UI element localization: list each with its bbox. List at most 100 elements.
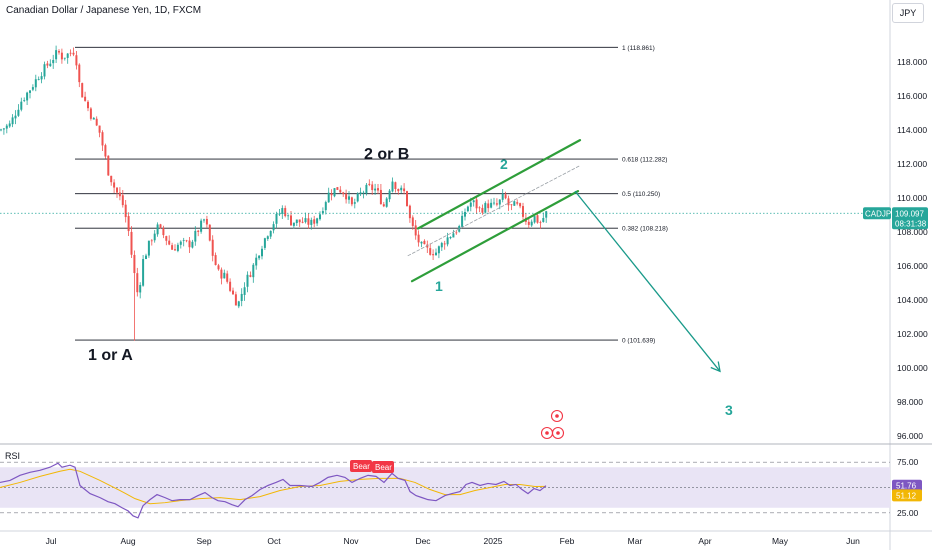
candle-body — [229, 281, 232, 291]
candle-body — [495, 203, 498, 205]
price-tick-label: 98.000 — [897, 397, 923, 407]
candle-body — [269, 230, 272, 237]
candle-body — [542, 217, 545, 222]
price-tick-label: 110.000 — [897, 193, 927, 203]
candle-body — [197, 230, 200, 232]
candle-body — [316, 218, 319, 224]
candle-body — [284, 208, 287, 217]
candle-body — [391, 181, 394, 192]
candle-body — [403, 188, 406, 192]
projection-arrow-head — [710, 361, 721, 373]
candle-body — [60, 52, 63, 60]
candle-body — [133, 254, 136, 274]
candle-body — [240, 293, 243, 302]
fibonacci-levels: 1 (118.861) 0.618 (112.282) 0.5 (110.250) 0… — [75, 45, 668, 345]
candle-body — [261, 248, 263, 257]
candle-body — [356, 193, 359, 202]
candle-body — [475, 199, 478, 209]
candle-body — [307, 218, 310, 225]
candle-body — [46, 63, 49, 66]
candle-body — [507, 198, 510, 206]
candle-body — [348, 196, 350, 200]
time-tick-label: Oct — [267, 536, 281, 546]
fib-label: 0.618 (112.282) — [622, 157, 667, 164]
candle-body — [52, 59, 55, 64]
rsi-ma-text: 51.12 — [896, 491, 917, 500]
price-tick-label: 106.000 — [897, 261, 928, 271]
rsi-label: RSI — [5, 451, 21, 461]
candle-body — [382, 204, 385, 207]
candle-body — [342, 192, 345, 194]
candle-body — [449, 236, 452, 239]
candle-body — [23, 100, 26, 101]
candle-body — [217, 265, 220, 270]
wave-label-1: 1 — [435, 278, 443, 294]
candle-body — [191, 241, 194, 248]
candle-body — [8, 123, 11, 127]
candle-body — [498, 199, 501, 205]
candle-body — [188, 240, 191, 248]
candle-body — [519, 203, 522, 207]
candle-body — [145, 255, 147, 259]
candle-body — [487, 203, 490, 209]
candle-body — [411, 217, 414, 226]
price-tick-label: 102.000 — [897, 329, 928, 339]
candle-body — [353, 202, 356, 204]
candle-body — [104, 145, 107, 157]
projection-arrow-line — [574, 190, 721, 372]
price-tick-label: 104.000 — [897, 295, 928, 305]
candle-body — [368, 183, 371, 185]
candle-body — [20, 101, 23, 110]
time-tick-label: May — [772, 536, 789, 546]
time-axis: Jul Aug Sep Oct Nov Dec 2025 Feb Mar Apr May Jun — [46, 536, 861, 546]
candle-body — [211, 239, 214, 256]
candle-body — [121, 195, 124, 206]
candle-body — [443, 243, 446, 245]
candle-body — [255, 257, 258, 266]
candle-body — [516, 202, 519, 204]
candle-body — [116, 187, 118, 193]
candle-body — [345, 193, 348, 200]
time-tick-label: Sep — [196, 536, 211, 546]
candle-body — [464, 211, 466, 217]
candle-body — [113, 182, 116, 188]
candle-body — [388, 190, 391, 200]
candle-body — [223, 272, 226, 279]
candle-body — [290, 215, 292, 226]
candle-body — [327, 192, 330, 203]
candle-body — [339, 189, 342, 193]
candle-body — [313, 219, 316, 224]
wave-label-3: 3 — [725, 402, 733, 418]
candle-body — [43, 64, 46, 77]
fib-label: 0.382 (108.218) — [622, 226, 668, 233]
candle-body — [26, 92, 29, 101]
candle-body — [533, 216, 536, 223]
candle-body — [272, 224, 275, 231]
candle-body — [336, 187, 339, 190]
candle-body — [321, 211, 324, 214]
price-tick-label: 96.000 — [897, 431, 923, 441]
candle-body — [29, 90, 31, 93]
last-price-countdown: 08:31:38 — [895, 219, 927, 228]
candle-body — [84, 96, 87, 101]
candle-body — [0, 129, 2, 131]
candle-body — [481, 207, 484, 213]
wave-channel — [407, 139, 721, 373]
candle-body — [371, 184, 374, 191]
candle-body — [397, 188, 400, 192]
candle-body — [452, 233, 455, 238]
candle-body — [156, 224, 159, 235]
candle-body — [34, 79, 37, 88]
currency-selector[interactable]: JPY — [892, 3, 924, 23]
time-tick-label: Apr — [698, 536, 711, 546]
candle-body — [179, 241, 182, 245]
candle-body — [252, 264, 255, 278]
candle-body — [208, 224, 211, 241]
candle-body — [304, 218, 307, 223]
candle-body — [185, 240, 188, 242]
candle-body — [539, 222, 542, 224]
candle-body — [298, 219, 301, 223]
price-tick-label: 108.000 — [897, 227, 928, 237]
